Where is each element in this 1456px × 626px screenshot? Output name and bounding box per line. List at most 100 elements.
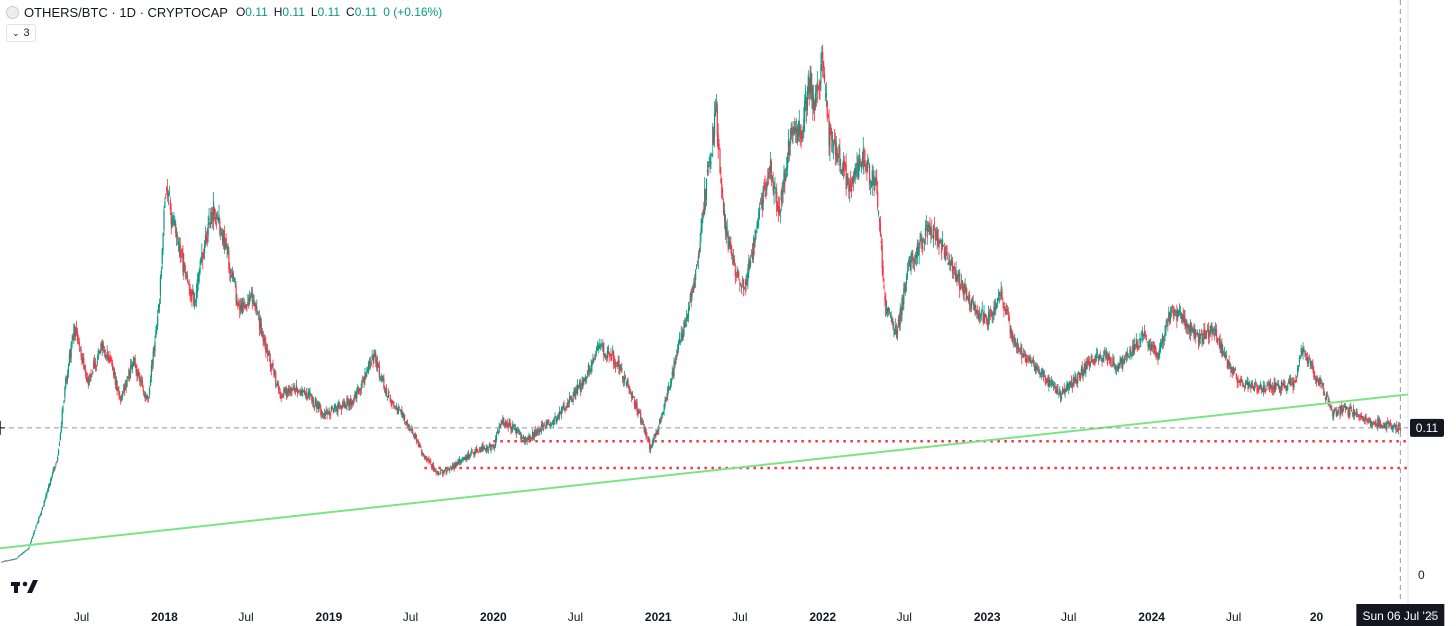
candle-body <box>744 286 746 288</box>
candle-body <box>1285 385 1287 391</box>
candle <box>241 297 243 315</box>
candle <box>152 347 154 370</box>
candle <box>227 243 229 255</box>
candle-body <box>1169 313 1172 320</box>
candle-body <box>92 371 94 374</box>
candle-body <box>963 289 965 295</box>
candle <box>455 460 457 469</box>
candle-body <box>103 349 106 353</box>
candle-body <box>910 260 912 271</box>
candle <box>269 353 271 372</box>
candle-body <box>783 171 785 186</box>
candle <box>1017 343 1019 354</box>
candle-body <box>174 220 176 227</box>
candle <box>971 296 973 304</box>
candle <box>673 357 675 379</box>
candle-body <box>551 422 553 424</box>
candle <box>216 211 218 221</box>
candle-body <box>956 275 958 281</box>
candle-body <box>1253 386 1255 391</box>
candle <box>329 407 331 420</box>
candle <box>190 289 192 303</box>
symbol-title[interactable]: OTHERS/BTC · 1D · CRYPTOCAP <box>24 4 228 20</box>
candle <box>1269 380 1271 393</box>
candle-body <box>1076 380 1078 384</box>
candle-body <box>1037 369 1039 371</box>
candle <box>1196 332 1198 335</box>
candle <box>1087 355 1090 366</box>
candle <box>149 375 152 387</box>
indicators-collapse-button[interactable]: ⌄ 3 <box>6 24 36 42</box>
candle <box>927 220 929 232</box>
candle <box>627 377 629 389</box>
candle <box>598 338 600 349</box>
candle <box>478 447 480 453</box>
candle-body <box>496 431 499 434</box>
candle-body <box>896 330 899 336</box>
candle <box>120 395 122 405</box>
crosshair-date-badge <box>1356 604 1445 626</box>
candle <box>704 189 707 211</box>
candle <box>289 386 291 396</box>
candle <box>901 294 903 322</box>
open-label: O <box>235 5 246 19</box>
candle-body <box>822 52 824 63</box>
candle-body <box>334 404 336 408</box>
candle-body <box>136 369 138 376</box>
candle <box>721 177 723 199</box>
candle-body <box>218 214 220 222</box>
candle-body <box>1305 353 1307 355</box>
candle <box>895 318 897 335</box>
candle <box>875 170 877 186</box>
candle-body <box>695 269 697 280</box>
candle-body <box>426 459 428 461</box>
tradingview-logo[interactable] <box>11 579 39 598</box>
candle <box>786 156 788 178</box>
candle-body <box>413 434 415 436</box>
candle <box>377 362 380 368</box>
candle-body <box>154 341 156 352</box>
candle-body <box>1238 381 1240 383</box>
candle-body <box>108 358 110 361</box>
candle-body <box>1210 325 1212 330</box>
candle-body <box>691 292 693 297</box>
candle-body <box>1397 429 1399 432</box>
candle <box>1374 420 1376 428</box>
candle-body <box>431 464 433 468</box>
candle-body <box>1173 313 1175 315</box>
candle-body <box>2 561 4 563</box>
candle-body <box>845 164 847 190</box>
candle-body <box>366 372 368 377</box>
candle <box>274 368 276 378</box>
candle-body <box>401 409 403 417</box>
candle-body <box>370 362 372 364</box>
candle <box>415 434 417 445</box>
candle-body <box>563 403 565 408</box>
candle <box>169 196 171 215</box>
candle <box>950 254 953 267</box>
candle-body <box>204 235 207 244</box>
candle <box>1143 324 1146 340</box>
candle-body <box>749 262 751 269</box>
candle-body <box>604 356 607 359</box>
candle-body <box>1069 383 1071 387</box>
candle <box>116 380 118 396</box>
candle-body <box>641 420 643 422</box>
candle-body <box>945 247 947 251</box>
auto-scale-button[interactable]: A <box>1429 612 1436 623</box>
candle-body <box>756 225 758 229</box>
candle-body <box>784 177 786 184</box>
candle-body <box>287 389 289 394</box>
candle-body <box>207 224 209 236</box>
candle <box>1267 381 1269 387</box>
candle <box>1310 360 1312 369</box>
candle-body <box>258 317 261 329</box>
candle <box>145 392 147 402</box>
candle <box>881 238 883 276</box>
candle-body <box>222 230 225 244</box>
candle <box>1284 380 1286 389</box>
candle-body <box>1033 366 1036 371</box>
candle-body <box>665 399 667 402</box>
candle <box>1205 330 1207 340</box>
